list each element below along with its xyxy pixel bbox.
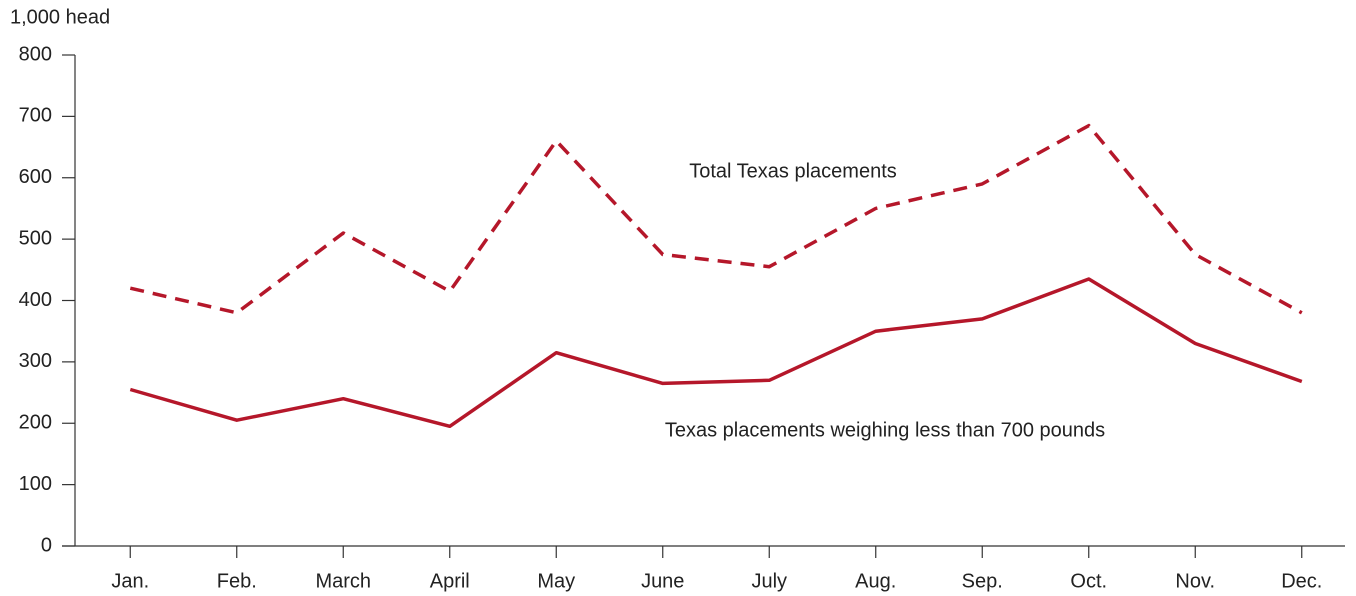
y-tick-label: 800 [19,43,52,65]
x-tick-label: Feb. [217,570,257,592]
y-tick-label: 100 [19,473,52,495]
x-tick-label: June [641,570,684,592]
series-line [129,277,1303,429]
y-tick-label: 600 [19,166,52,188]
x-tick-label: Jan. [111,570,149,592]
series-label: Total Texas placements [689,160,897,182]
x-tick-label: Sep. [962,570,1003,592]
series-line [129,123,1303,315]
y-tick-label: 500 [19,227,52,249]
x-tick-label: Aug. [855,570,896,592]
y-tick-label: 200 [19,412,52,434]
x-tick-label: Oct. [1070,570,1107,592]
x-tick-label: April [430,570,470,592]
x-tick-label: July [751,570,787,592]
x-tick-label: Nov. [1175,570,1215,592]
y-tick-label: 300 [19,350,52,372]
y-tick-label: 700 [19,105,52,127]
x-tick-label: May [537,570,575,592]
x-tick-label: March [315,570,371,592]
y-tick-label: 400 [19,289,52,311]
series-label: Texas placements weighing less than 700 … [665,419,1105,441]
x-tick-label: Dec. [1281,570,1322,592]
y-axis-label: 1,000 head [10,6,110,28]
y-tick-label: 0 [41,534,52,556]
